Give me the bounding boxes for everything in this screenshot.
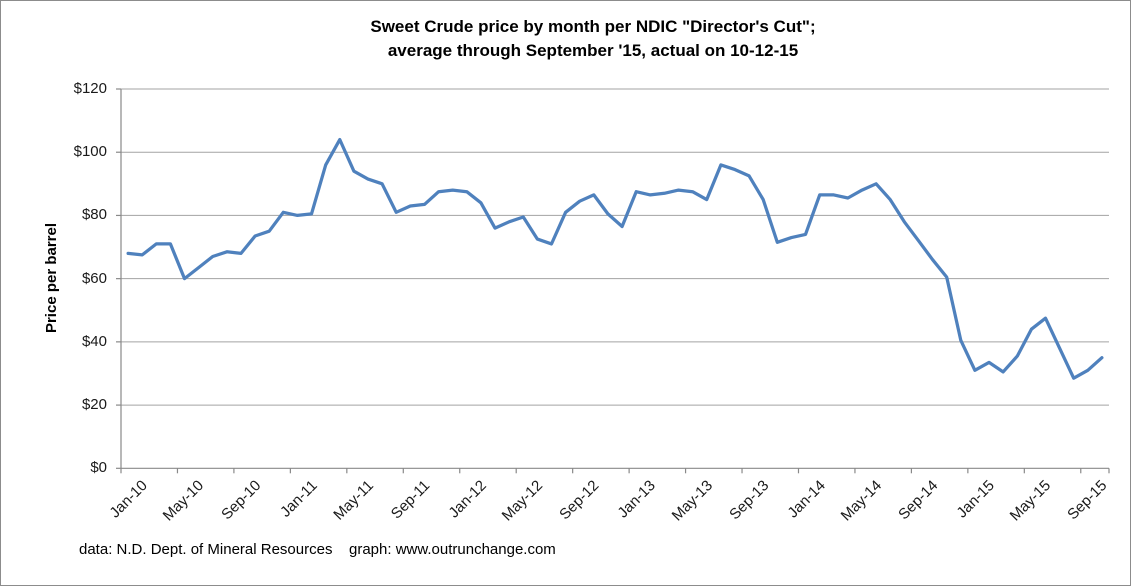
y-axis-tick-label: $120 xyxy=(73,80,107,97)
y-axis-tick-label: $40 xyxy=(81,332,107,350)
footer-data-source: data: N.D. Dept. of Mineral Resources xyxy=(79,541,333,558)
chart-title-line2: average through September '15, actual on… xyxy=(387,41,799,60)
y-axis-tick-label: $60 xyxy=(81,269,107,287)
y-axis-tick-label: $0 xyxy=(90,459,107,477)
y-axis-tick-label: $20 xyxy=(81,396,107,414)
price-line xyxy=(126,137,1104,380)
y-axis-tick-label: $100 xyxy=(73,143,107,161)
y-axis-tick-label: $80 xyxy=(81,206,107,224)
chart-title: Sweet Crude price by month per NDIC "Dir… xyxy=(56,15,1130,63)
footer-graph-credit: graph: www.outrunchange.com xyxy=(349,541,556,558)
chart-title-line1: Sweet Crude price by month per NDIC "Dir… xyxy=(370,17,816,36)
